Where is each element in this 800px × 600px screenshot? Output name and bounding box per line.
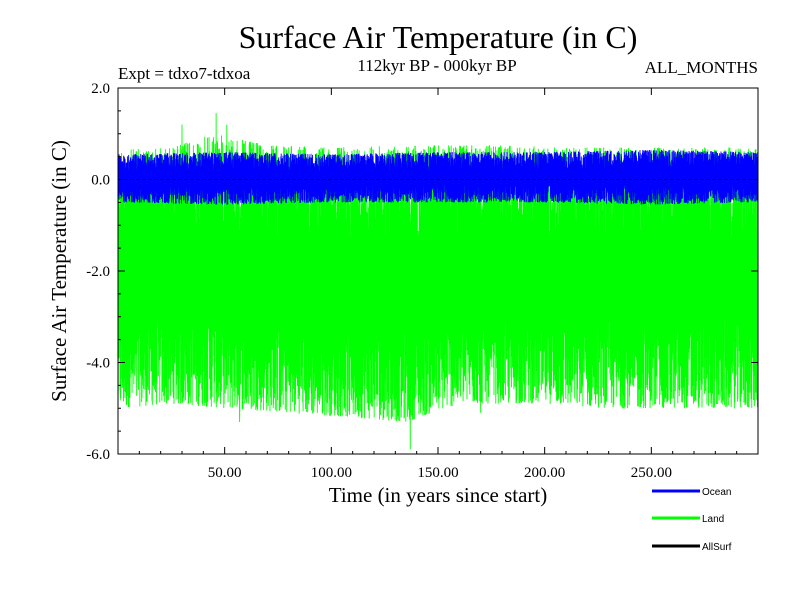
x-tick-label: 250.00 <box>631 465 672 481</box>
chart-title: Surface Air Temperature (in C) <box>239 19 638 55</box>
plot-series <box>117 113 759 450</box>
y-tick-label: 2.0 <box>91 81 110 97</box>
x-tick-label: 150.00 <box>417 465 458 481</box>
legend-label-allsurf: AllSurf <box>702 542 732 553</box>
y-tick-label: -4.0 <box>86 356 110 372</box>
axis-ticks: 50.00 100.00 150.00 200.00 250.00 2.0 0.0 -2.0 -… <box>86 81 758 481</box>
x-tick-label: 50.00 <box>208 465 242 481</box>
y-tick-label: 0.0 <box>91 173 110 189</box>
x-tick-label: 200.00 <box>524 465 565 481</box>
series-line-ocean <box>117 149 759 205</box>
months-label: ALL_MONTHS <box>645 58 758 77</box>
y-axis-label: Surface Air Temperature (in C) <box>47 140 71 402</box>
x-tick-label: 100.00 <box>311 465 352 481</box>
period-label: 112kyr BP - 000kyr BP <box>357 56 516 75</box>
experiment-label: Expt = tdxo7-tdxoa <box>118 64 251 83</box>
y-tick-label: -2.0 <box>86 264 110 280</box>
legend-label-ocean: Ocean <box>702 487 731 498</box>
y-tick-label: -6.0 <box>86 447 110 463</box>
legend-label-land: Land <box>702 514 724 525</box>
x-axis-label: Time (in years since start) <box>329 483 548 507</box>
legend: Ocean Land AllSurf <box>652 487 732 553</box>
